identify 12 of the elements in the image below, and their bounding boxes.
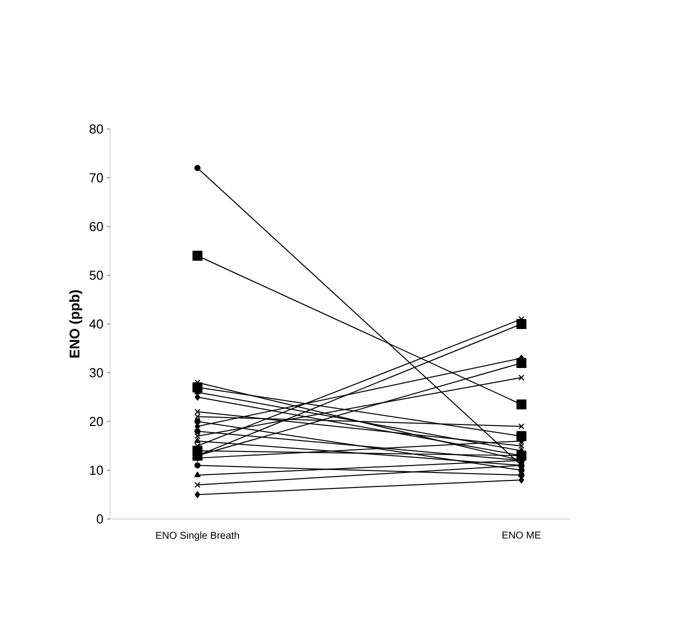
y-tick-label: 70 [90, 173, 103, 182]
y-tick-label: 50 [90, 270, 103, 280]
y-tick-label: 30 [90, 368, 103, 378]
y-tick-label: 80 [90, 124, 103, 134]
y-tick-label: 60 [90, 222, 103, 232]
y-tick-label: 0 [96, 514, 103, 524]
x-tick-label: ENO Single Breath [156, 532, 239, 541]
y-tick-label: 20 [90, 416, 103, 426]
y-tick-label: 40 [89, 319, 103, 329]
y-tick-label: 10 [90, 466, 103, 475]
x-tick-label: ENO ME [502, 532, 541, 539]
y-axis-title: ENO (ppb) [69, 290, 82, 358]
